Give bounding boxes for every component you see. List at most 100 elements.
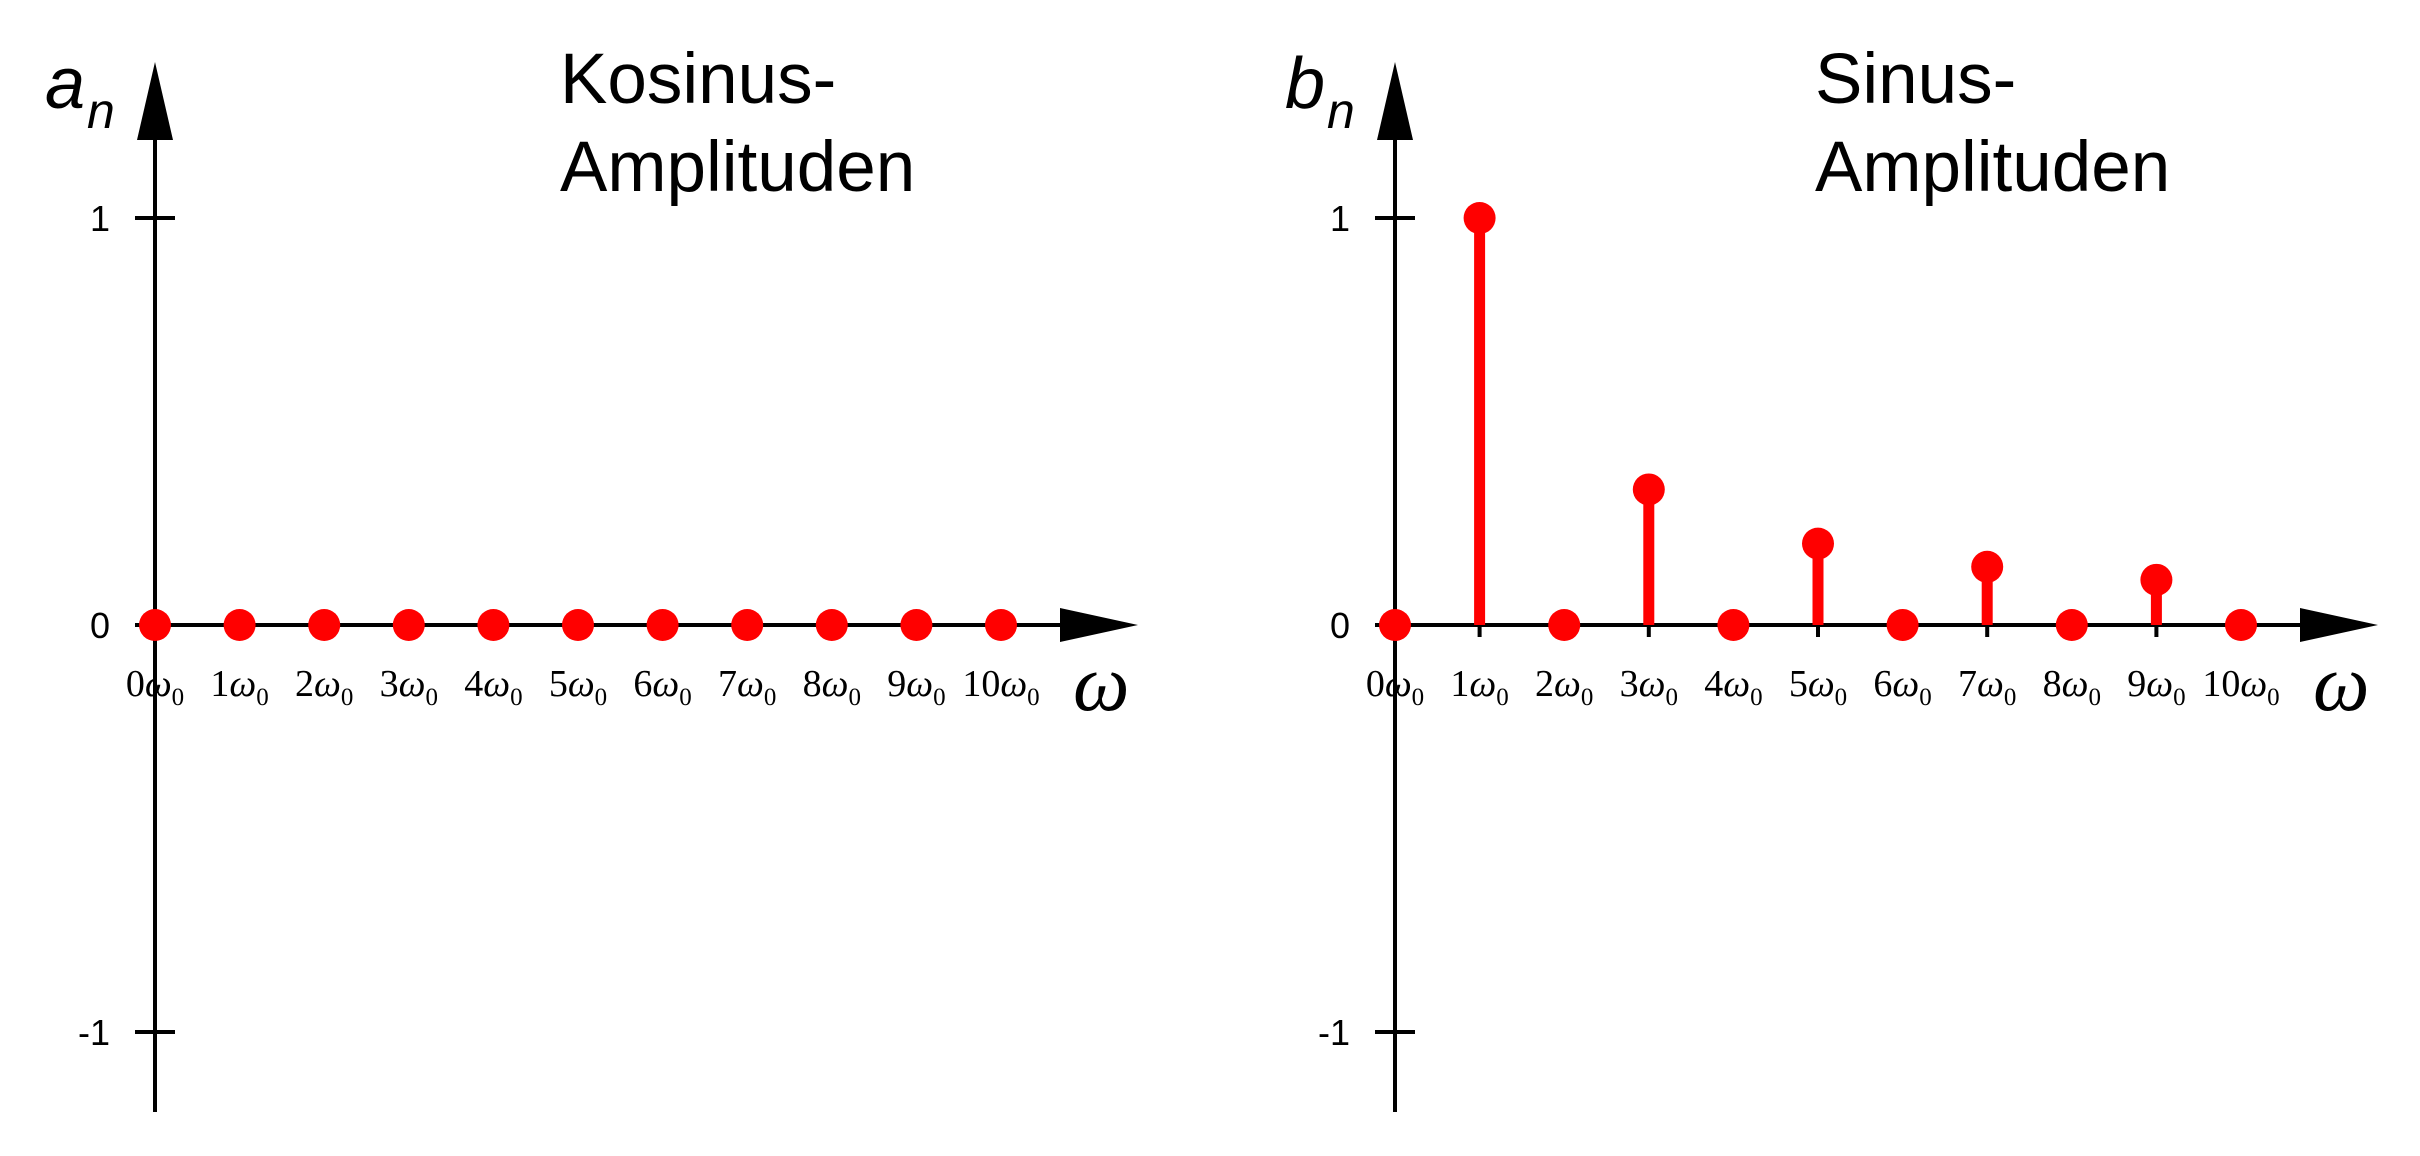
x-tick-label-number: 7 xyxy=(1958,663,1977,705)
stem-marker xyxy=(562,609,594,641)
x-tick-label-omega: ω xyxy=(737,663,764,705)
x-tick-label: 2ω0 xyxy=(295,663,353,711)
y-tick-label: -1 xyxy=(78,1012,110,1053)
x-tick-label-subscript: 0 xyxy=(2004,684,2017,711)
stem-marker xyxy=(477,609,510,641)
x-tick-label-number: 3 xyxy=(380,663,399,705)
x-tick-label-omega: ω xyxy=(483,663,510,705)
x-tick-label-number: 3 xyxy=(1620,663,1639,705)
stem-marker xyxy=(1971,550,2004,583)
x-tick-label: 0ω0 xyxy=(1366,663,1424,711)
x-tick-label-omega: ω xyxy=(1000,663,1027,705)
x-tick-label-number: 4 xyxy=(464,663,483,705)
x-tick-label-subscript: 0 xyxy=(1750,684,1763,711)
y-axis-label-main: a xyxy=(45,44,85,124)
x-axis-label: ω xyxy=(1073,640,1129,728)
x-tick-label-number: 0 xyxy=(1366,663,1385,705)
x-tick-label: 2ω0 xyxy=(1535,663,1593,711)
x-tick-label: 10ω0 xyxy=(2202,663,2279,711)
x-tick-label-omega: ω xyxy=(145,663,172,705)
x-tick-label: 4ω0 xyxy=(1704,663,1762,711)
x-tick-label-number: 8 xyxy=(803,663,822,705)
x-tick-label-omega: ω xyxy=(399,663,426,705)
stem-marker xyxy=(392,609,425,641)
x-tick-label-omega: ω xyxy=(1723,663,1750,705)
x-tick-label: 1ω0 xyxy=(1450,663,1508,711)
x-tick-label-omega: ω xyxy=(2062,663,2089,705)
stem-marker xyxy=(1886,609,1919,641)
chart-title-line-1: Sinus- xyxy=(1815,40,2016,119)
x-tick-label-omega: ω xyxy=(1469,663,1496,705)
stem-marker xyxy=(1802,527,1834,560)
x-tick-label-omega: ω xyxy=(1977,663,2004,705)
x-tick-label: 4ω0 xyxy=(464,663,522,711)
x-tick-label-number: 2 xyxy=(1535,663,1554,705)
stem-marker xyxy=(646,609,679,641)
x-tick-label-number: 10 xyxy=(2202,663,2240,705)
stem-marker xyxy=(1463,202,1496,234)
x-tick-label-number: 0 xyxy=(126,663,145,705)
stem-marker xyxy=(1548,609,1581,641)
stem-marker xyxy=(308,609,341,641)
x-tick-label-subscript: 0 xyxy=(679,684,692,711)
x-tick-label-subscript: 0 xyxy=(1496,684,1509,711)
x-tick-label: 5ω0 xyxy=(1789,663,1847,711)
stem-marker xyxy=(815,609,848,641)
x-tick-label: 3ω0 xyxy=(380,663,438,711)
chart-title-line-2: Amplituden xyxy=(560,128,915,207)
x-tick-label-number: 9 xyxy=(887,663,906,705)
x-tick-label: 8ω0 xyxy=(803,663,861,711)
x-tick-label: 5ω0 xyxy=(549,663,607,711)
x-tick-label-number: 1 xyxy=(1450,663,1469,705)
x-tick-label-number: 5 xyxy=(549,663,568,705)
stem-marker xyxy=(900,609,933,641)
x-tick-label-subscript: 0 xyxy=(256,684,269,711)
x-tick-label: 8ω0 xyxy=(2043,663,2101,711)
x-tick-label: 3ω0 xyxy=(1620,663,1678,711)
y-axis-label-subscript: n xyxy=(87,83,115,139)
x-tick-label-number: 10 xyxy=(962,663,1000,705)
x-tick-label-omega: ω xyxy=(1808,663,1835,705)
x-tick-label-number: 1 xyxy=(210,663,229,705)
x-tick-label-subscript: 0 xyxy=(848,684,861,711)
x-axis-label: ω xyxy=(2313,640,2369,728)
x-tick-label-omega: ω xyxy=(2240,663,2267,705)
x-tick-label-number: 8 xyxy=(2043,663,2062,705)
x-tick-label-omega: ω xyxy=(2146,663,2173,705)
x-tick-label-subscript: 0 xyxy=(2267,684,2280,711)
x-tick-label-subscript: 0 xyxy=(1835,684,1848,711)
stem-marker xyxy=(139,609,171,641)
y-tick-label: 0 xyxy=(90,605,110,646)
x-tick-label-omega: ω xyxy=(822,663,849,705)
stem-marker xyxy=(2225,609,2257,641)
stem-marker xyxy=(1717,609,1750,641)
x-tick-label-omega: ω xyxy=(652,663,679,705)
x-tick-label: 9ω0 xyxy=(887,663,945,711)
x-tick-label-subscript: 0 xyxy=(1027,684,1040,711)
x-tick-label-omega: ω xyxy=(1385,663,1412,705)
x-tick-label-subscript: 0 xyxy=(341,684,354,711)
x-tick-label-subscript: 0 xyxy=(2173,684,2186,711)
y-tick-label: 1 xyxy=(1330,198,1350,239)
y-axis-label-subscript: n xyxy=(1327,83,1355,139)
x-tick-label-omega: ω xyxy=(906,663,933,705)
x-tick-label-subscript: 0 xyxy=(764,684,777,711)
x-tick-label: 10ω0 xyxy=(962,663,1039,711)
x-tick-label-omega: ω xyxy=(1639,663,1666,705)
y-tick-label: 0 xyxy=(1330,605,1350,646)
x-tick-label: 1ω0 xyxy=(210,663,268,711)
y-axis-label: bn xyxy=(1285,44,1355,139)
x-tick-label-omega: ω xyxy=(314,663,341,705)
y-tick-label: -1 xyxy=(1318,1012,1350,1053)
x-tick-label: 7ω0 xyxy=(718,663,776,711)
x-tick-label-subscript: 0 xyxy=(1581,684,1594,711)
chart-title-line-2: Amplituden xyxy=(1815,128,2170,207)
stem-marker xyxy=(731,609,764,641)
x-tick-label-subscript: 0 xyxy=(1412,684,1425,711)
stem-marker xyxy=(1632,473,1665,506)
x-tick-label: 6ω0 xyxy=(633,663,691,711)
x-tick-label: 6ω0 xyxy=(1873,663,1931,711)
x-tick-label-subscript: 0 xyxy=(172,684,185,711)
